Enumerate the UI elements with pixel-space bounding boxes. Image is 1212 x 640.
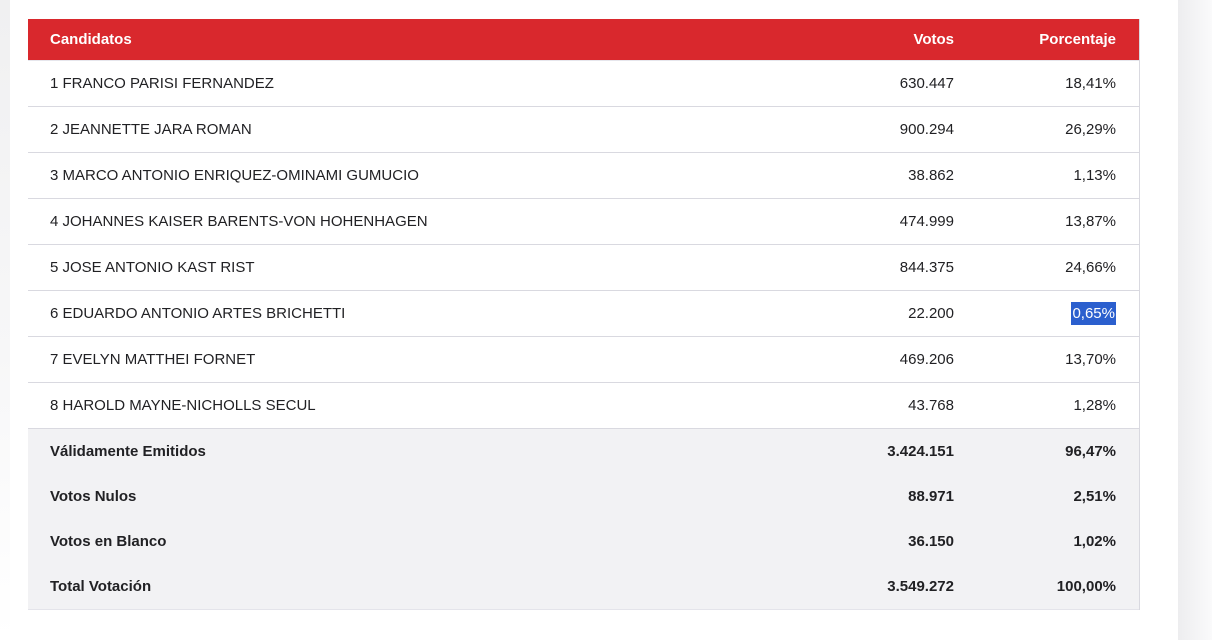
candidate-name: 1 FRANCO PARISI FERNANDEZ: [50, 75, 274, 92]
summary-row-total-votacion: Total Votación 3.549.272 100,00%: [28, 564, 1139, 609]
table-row: 3 MARCO ANTONIO ENRIQUEZ-OMINAMI GUMUCIO…: [28, 153, 1139, 199]
summary-row-votos-en-blanco: Votos en Blanco 36.150 1,02%: [28, 519, 1139, 564]
page-right-margin: [1178, 0, 1212, 640]
votes-value: 469.206: [899, 351, 954, 368]
votes-value: 38.862: [908, 167, 954, 184]
header-votos: Votos: [913, 31, 954, 48]
summary-label: Votos Nulos: [50, 488, 137, 505]
percentage-value: 1,13%: [1073, 167, 1116, 184]
table-row: 7 EVELYN MATTHEI FORNET 469.206 13,70%: [28, 337, 1139, 383]
page-left-margin: [0, 0, 10, 640]
summary-row-validamente-emitidos: Válidamente Emitidos 3.424.151 96,47%: [28, 429, 1139, 474]
table-header-row: Candidatos Votos Porcentaje: [28, 19, 1139, 61]
summary-percentage: 100,00%: [1056, 578, 1116, 595]
table-row: 2 JEANNETTE JARA ROMAN 900.294 26,29%: [28, 107, 1139, 153]
table-row: 6 EDUARDO ANTONIO ARTES BRICHETTI 22.200…: [28, 291, 1139, 337]
summary-label: Válidamente Emitidos: [50, 443, 206, 460]
candidate-name: 3 MARCO ANTONIO ENRIQUEZ-OMINAMI GUMUCIO: [50, 167, 419, 184]
election-results-table: Candidatos Votos Porcentaje 1 FRANCO PAR…: [28, 19, 1140, 610]
votes-value: 474.999: [899, 213, 954, 230]
votes-value: 22.200: [908, 305, 954, 322]
table-row: 1 FRANCO PARISI FERNANDEZ 630.447 18,41%: [28, 61, 1139, 107]
summary-label: Total Votación: [50, 578, 152, 595]
summary-row-votos-nulos: Votos Nulos 88.971 2,51%: [28, 474, 1139, 519]
table-row: 4 JOHANNES KAISER BARENTS-VON HOHENHAGEN…: [28, 199, 1139, 245]
percentage-value: 0,65%: [954, 302, 1139, 325]
percentage-value: 26,29%: [1065, 121, 1116, 138]
summary-votes: 3.424.151: [887, 443, 954, 460]
summary-votes: 36.150: [908, 533, 954, 550]
candidate-name: 6 EDUARDO ANTONIO ARTES BRICHETTI: [50, 305, 346, 322]
percentage-value: 13,87%: [1065, 213, 1116, 230]
header-porcentaje: Porcentaje: [1039, 31, 1116, 48]
candidate-name: 7 EVELYN MATTHEI FORNET: [50, 351, 256, 368]
candidate-name: 5 JOSE ANTONIO KAST RIST: [50, 259, 255, 276]
table-row: 8 HAROLD MAYNE-NICHOLLS SECUL 43.768 1,2…: [28, 383, 1139, 429]
percentage-value: 13,70%: [1065, 351, 1116, 368]
votes-value: 900.294: [899, 121, 954, 138]
candidate-name: 4 JOHANNES KAISER BARENTS-VON HOHENHAGEN: [50, 213, 428, 230]
summary-percentage: 96,47%: [1065, 443, 1116, 460]
candidate-name: 2 JEANNETTE JARA ROMAN: [50, 121, 252, 138]
summary-section: Válidamente Emitidos 3.424.151 96,47% Vo…: [28, 429, 1139, 610]
summary-votes: 3.549.272: [887, 578, 954, 595]
summary-percentage: 2,51%: [1073, 488, 1116, 505]
votes-value: 844.375: [899, 259, 954, 276]
votes-value: 43.768: [908, 397, 954, 414]
candidate-name: 8 HAROLD MAYNE-NICHOLLS SECUL: [50, 397, 316, 414]
percentage-value: 24,66%: [1065, 259, 1116, 276]
table-row: 5 JOSE ANTONIO KAST RIST 844.375 24,66%: [28, 245, 1139, 291]
summary-votes: 88.971: [908, 488, 954, 505]
percentage-value: 18,41%: [1065, 75, 1116, 92]
header-candidatos: Candidatos: [50, 31, 132, 48]
votes-value: 630.447: [899, 75, 954, 92]
summary-percentage: 1,02%: [1073, 533, 1116, 550]
summary-label: Votos en Blanco: [50, 533, 167, 550]
percentage-value: 1,28%: [1073, 397, 1116, 414]
selected-text-highlight: 0,65%: [1071, 302, 1116, 325]
